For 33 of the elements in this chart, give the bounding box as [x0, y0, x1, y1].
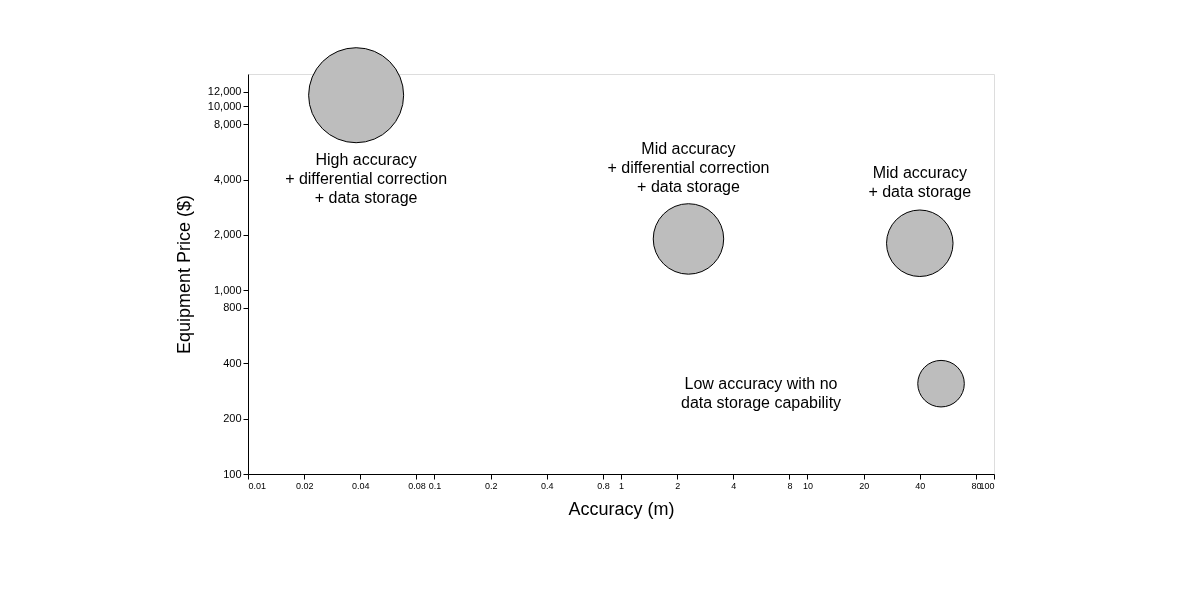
x-tick-label: 100 [979, 480, 995, 491]
y-tick-label: 1,000 [213, 283, 242, 296]
y-tick-label: 800 [223, 301, 242, 314]
x-tick-label: 0.8 [597, 480, 610, 491]
x-tick-label: 0.02 [295, 480, 314, 491]
x-tick-label: 20 [859, 480, 870, 491]
y-tick-label: 200 [223, 412, 242, 425]
x-tick-label: 0.04 [352, 480, 370, 491]
annotation: High accuracy + differential correction + data storage [285, 151, 448, 207]
annotation: Mid accuracy + differential correction + data storage [607, 139, 770, 195]
x-tick-label: 0.1 [428, 480, 442, 491]
y-axis-title: Equipment Price ($) [173, 194, 194, 355]
x-tick-label: 0.01 [248, 480, 267, 491]
x-tick-label: 0.4 [541, 480, 554, 491]
x-tick-label: 2 [675, 480, 681, 491]
x-tick-label: 4 [731, 480, 737, 491]
y-tick-label: 400 [223, 356, 242, 369]
x-tick-label: 10 [802, 480, 814, 491]
x-tick-label: 80 [971, 480, 982, 491]
x-tick-label: 40 [915, 480, 926, 491]
x-tick-label: 0.2 [484, 480, 498, 491]
y-tick-label: 8,000 [213, 117, 242, 130]
y-tick-label: 4,000 [213, 173, 242, 186]
x-tick-label: 1 [618, 480, 625, 491]
annotation: Low accuracy with no data storage capability [680, 374, 842, 411]
x-axis-title: Accuracy (m) [568, 498, 675, 519]
annotation: Mid accuracy + data storage [868, 164, 972, 201]
x-tick-label: 8 [787, 480, 793, 491]
y-tick-label: 2,000 [213, 228, 242, 241]
y-tick-label: 12,000 [207, 85, 242, 98]
y-tick-label: 100 [223, 467, 242, 480]
x-tick-label: 0.08 [408, 480, 426, 491]
y-tick-label: 10,000 [207, 99, 242, 112]
